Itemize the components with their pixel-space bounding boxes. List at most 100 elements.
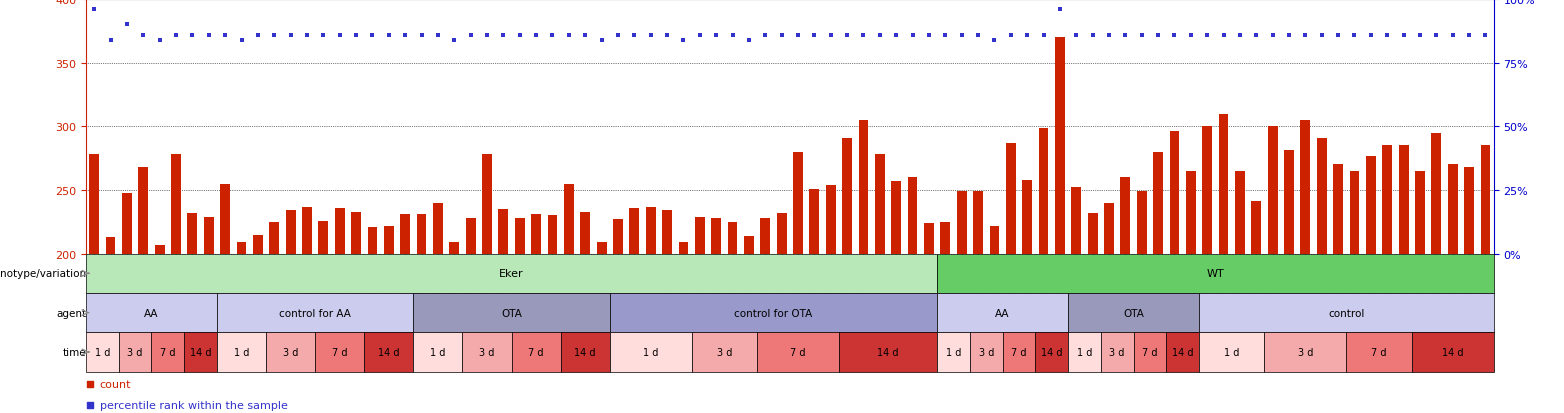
Text: 14 d: 14 d — [1171, 347, 1193, 357]
Bar — [1104, 203, 1114, 254]
Bar — [1301, 121, 1311, 254]
Bar — [937, 293, 1068, 332]
Bar — [253, 235, 263, 254]
Point — [458, 32, 483, 39]
Point — [1096, 32, 1121, 39]
Bar — [1137, 192, 1146, 254]
Bar — [891, 182, 901, 254]
Bar — [1350, 171, 1359, 254]
Point — [605, 32, 630, 39]
Bar — [352, 212, 361, 254]
Point — [540, 32, 565, 39]
Bar — [1056, 38, 1065, 254]
Text: AA: AA — [995, 308, 1010, 318]
Bar — [203, 217, 214, 254]
Bar — [826, 185, 835, 254]
Bar — [316, 332, 364, 372]
Text: 1 d: 1 d — [1225, 347, 1239, 357]
Bar — [973, 192, 982, 254]
Bar — [565, 184, 574, 254]
Bar — [449, 242, 460, 254]
Bar — [1087, 214, 1098, 254]
Bar — [990, 226, 999, 254]
Point — [917, 32, 942, 39]
Bar — [757, 332, 838, 372]
Bar — [286, 211, 296, 254]
Point — [932, 32, 957, 39]
Point — [425, 32, 450, 39]
Point — [638, 32, 663, 39]
Bar — [1481, 146, 1490, 254]
Bar — [662, 211, 673, 254]
Point — [327, 32, 352, 39]
Text: 14 d: 14 d — [378, 347, 399, 357]
Point — [785, 32, 810, 39]
Bar — [1186, 171, 1196, 254]
Bar — [610, 332, 691, 372]
Bar — [119, 332, 152, 372]
Bar — [106, 237, 116, 254]
Bar — [236, 242, 247, 254]
Point — [1390, 32, 1415, 39]
Bar — [597, 242, 607, 254]
Text: 1 d: 1 d — [235, 347, 249, 357]
Bar — [1035, 332, 1068, 372]
Text: 7 d: 7 d — [529, 347, 544, 357]
Point — [1145, 32, 1170, 39]
Point — [687, 32, 712, 39]
Point — [1048, 7, 1073, 14]
Point — [572, 32, 597, 39]
Bar — [924, 223, 934, 254]
Bar — [1200, 332, 1264, 372]
Bar — [1134, 332, 1167, 372]
Point — [851, 32, 876, 39]
Point — [1064, 32, 1089, 39]
Point — [1081, 32, 1106, 39]
Point — [344, 32, 369, 39]
Bar — [613, 220, 622, 254]
Bar — [1415, 171, 1425, 254]
Point — [1375, 32, 1400, 39]
Point — [196, 32, 221, 39]
Bar — [266, 332, 316, 372]
Bar — [86, 293, 217, 332]
Point — [114, 22, 139, 29]
Text: 3 d: 3 d — [479, 347, 494, 357]
Point — [1015, 32, 1040, 39]
Bar — [760, 218, 769, 254]
Bar — [580, 212, 590, 254]
Bar — [1317, 138, 1326, 254]
Bar — [532, 215, 541, 254]
Bar — [810, 189, 820, 254]
Bar — [1068, 293, 1200, 332]
Point — [393, 32, 418, 39]
Text: 7 d: 7 d — [332, 347, 347, 357]
Point — [949, 32, 974, 39]
Bar — [859, 121, 868, 254]
Bar — [499, 209, 508, 254]
Bar — [89, 155, 99, 254]
Point — [868, 32, 893, 39]
Bar — [646, 207, 655, 254]
Bar — [466, 218, 475, 254]
Text: 14 d: 14 d — [1042, 347, 1062, 357]
Point — [81, 7, 106, 14]
Bar — [221, 184, 230, 254]
Point — [1309, 32, 1334, 39]
Point — [246, 32, 271, 39]
Text: 7 d: 7 d — [160, 347, 175, 357]
Text: 7 d: 7 d — [1372, 347, 1387, 357]
Point — [1359, 32, 1384, 39]
Bar — [1006, 143, 1015, 254]
Point — [441, 37, 466, 44]
Bar — [940, 222, 951, 254]
Point — [1342, 32, 1367, 39]
Bar — [970, 332, 1003, 372]
Point — [557, 32, 582, 39]
Bar — [1218, 114, 1228, 254]
Point — [491, 32, 516, 39]
Bar — [1203, 127, 1212, 254]
Text: 3 d: 3 d — [716, 347, 732, 357]
Text: 1 d: 1 d — [643, 347, 658, 357]
Text: control for AA: control for AA — [280, 308, 350, 318]
